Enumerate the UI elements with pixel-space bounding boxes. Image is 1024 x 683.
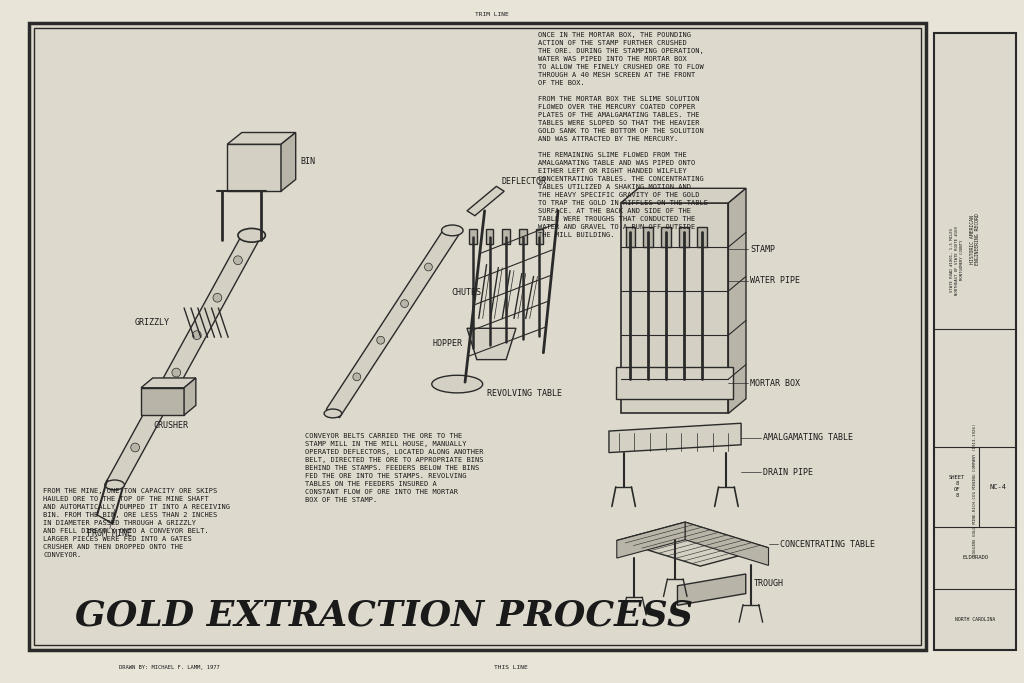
Circle shape xyxy=(353,373,360,380)
Polygon shape xyxy=(184,378,196,415)
Text: SHEET
8
OF
8: SHEET 8 OF 8 xyxy=(949,475,965,498)
Circle shape xyxy=(172,368,180,377)
Text: BIN: BIN xyxy=(301,157,315,167)
Polygon shape xyxy=(616,522,768,566)
Circle shape xyxy=(233,256,243,264)
Text: DRAWN BY: MICHAEL F. LAMM, 1977: DRAWN BY: MICHAEL F. LAMM, 1977 xyxy=(120,665,220,670)
Bar xyxy=(934,33,1016,650)
Text: STATE ROAD #1001, 1.5 MILES
NORTHEAST OF STATE ROUTE #109
MONTGOMERY COUNTY: STATE ROAD #1001, 1.5 MILES NORTHEAST OF… xyxy=(950,225,964,294)
Text: GRIZZLY: GRIZZLY xyxy=(134,318,169,327)
Text: FROM THE MINE, ONE TON CAPACITY ORE SKIPS
HAULED ORE TO THE TOP OF THE MINE SHAF: FROM THE MINE, ONE TON CAPACITY ORE SKIP… xyxy=(43,488,230,558)
Text: HOPPER: HOPPER xyxy=(432,339,462,348)
Text: CONVEYOR BELTS CARRIED THE ORE TO THE
STAMP MILL IN THE MILL HOUSE, MANUALLY
OPE: CONVEYOR BELTS CARRIED THE ORE TO THE ST… xyxy=(305,433,484,503)
Text: DEFLECTOR: DEFLECTOR xyxy=(502,177,546,186)
Text: AMALGAMATING TABLE: AMALGAMATING TABLE xyxy=(763,434,853,443)
Text: NORTH CAROLINA: NORTH CAROLINA xyxy=(955,617,995,622)
Ellipse shape xyxy=(441,225,463,236)
Text: TRIM LINE: TRIM LINE xyxy=(474,12,508,17)
Bar xyxy=(141,388,184,415)
Circle shape xyxy=(377,336,385,344)
Polygon shape xyxy=(106,231,259,489)
Bar xyxy=(30,23,926,650)
Ellipse shape xyxy=(104,480,124,490)
Polygon shape xyxy=(685,522,768,566)
Polygon shape xyxy=(281,133,296,191)
Text: STAMP: STAMP xyxy=(750,245,775,254)
Ellipse shape xyxy=(432,375,482,393)
Text: ELDORADO: ELDORADO xyxy=(963,555,988,560)
Text: NC-4: NC-4 xyxy=(989,484,1007,490)
Bar xyxy=(643,227,653,247)
Text: FROM MINE: FROM MINE xyxy=(87,529,132,538)
Polygon shape xyxy=(327,226,459,418)
Bar xyxy=(621,203,728,413)
Bar xyxy=(519,229,526,245)
Bar xyxy=(615,367,733,399)
Bar xyxy=(660,227,671,247)
Text: MORTAR BOX: MORTAR BOX xyxy=(750,378,800,388)
Bar xyxy=(227,144,281,191)
Circle shape xyxy=(213,293,222,302)
Text: HISTORIC AMERICAN
ENGINEERING RECORD: HISTORIC AMERICAN ENGINEERING RECORD xyxy=(970,214,980,266)
Text: CHUTES: CHUTES xyxy=(452,288,481,296)
Polygon shape xyxy=(678,574,745,605)
Text: DRAIN PIPE: DRAIN PIPE xyxy=(763,468,813,477)
Text: GOLD EXTRACTION PROCESS: GOLD EXTRACTION PROCESS xyxy=(75,598,693,632)
Ellipse shape xyxy=(238,228,265,242)
Text: CRUSHER: CRUSHER xyxy=(153,421,187,430)
Text: REVOLVING TABLE: REVOLVING TABLE xyxy=(486,389,561,398)
Circle shape xyxy=(193,331,202,339)
Text: COGGINS GOLD MINE-RICH-COG MINING COMPANY (1913-1926): COGGINS GOLD MINE-RICH-COG MINING COMPAN… xyxy=(973,423,977,556)
Text: TROUGH: TROUGH xyxy=(754,579,783,588)
Bar xyxy=(35,28,922,645)
Ellipse shape xyxy=(324,409,342,418)
Polygon shape xyxy=(467,186,504,216)
Polygon shape xyxy=(616,522,685,558)
Bar xyxy=(485,229,494,245)
Polygon shape xyxy=(728,189,746,413)
Text: THIS LINE: THIS LINE xyxy=(495,665,528,670)
Circle shape xyxy=(152,406,160,415)
Polygon shape xyxy=(227,133,296,144)
Bar xyxy=(536,229,544,245)
Text: CONCENTRATING TABLE: CONCENTRATING TABLE xyxy=(780,540,876,548)
Polygon shape xyxy=(141,378,196,388)
Polygon shape xyxy=(621,189,746,203)
Bar xyxy=(469,229,477,245)
Bar xyxy=(502,229,510,245)
Text: WATER PIPE: WATER PIPE xyxy=(750,277,800,285)
Circle shape xyxy=(400,300,409,307)
Circle shape xyxy=(425,263,432,271)
Bar xyxy=(697,227,707,247)
Circle shape xyxy=(131,443,139,452)
Text: ONCE IN THE MORTAR BOX, THE POUNDING
ACTION OF THE STAMP FURTHER CRUSHED
THE ORE: ONCE IN THE MORTAR BOX, THE POUNDING ACT… xyxy=(539,31,709,238)
Bar xyxy=(626,227,635,247)
Polygon shape xyxy=(467,329,516,360)
Polygon shape xyxy=(609,423,741,453)
Bar xyxy=(680,227,689,247)
